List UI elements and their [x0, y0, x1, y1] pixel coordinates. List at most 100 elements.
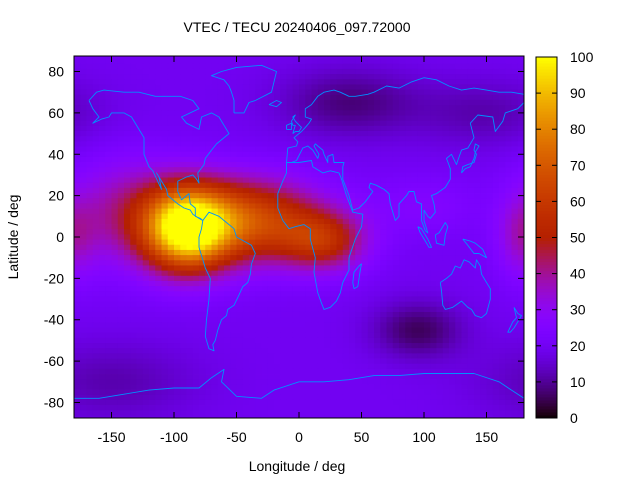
heatmap-cell: [224, 358, 231, 365]
heatmap-cell: [342, 89, 350, 96]
heatmap-cell: [249, 74, 256, 80]
heatmap-cell: [317, 343, 325, 349]
heatmap-cell: [517, 187, 525, 194]
heatmap-cell: [142, 130, 150, 137]
heatmap-cell: [374, 358, 381, 365]
heatmap-cell: [261, 368, 269, 375]
heatmap-cell: [324, 275, 331, 282]
heatmap-cell: [92, 374, 100, 380]
heatmap-cell: [136, 229, 144, 235]
heatmap-cell: [217, 172, 225, 178]
heatmap-cell: [305, 306, 312, 313]
heatmap-cell: [411, 89, 419, 96]
heatmap-cell: [361, 162, 369, 168]
heatmap-cell: [230, 208, 237, 215]
heatmap-cell: [211, 291, 219, 297]
heatmap-cell: [292, 182, 300, 189]
heatmap-cell: [192, 358, 200, 365]
heatmap-cell: [92, 120, 100, 127]
heatmap-cell: [105, 177, 112, 184]
heatmap-cell: [411, 141, 419, 147]
heatmap-cell: [342, 270, 350, 277]
heatmap-cell: [74, 348, 81, 354]
heatmap-cell: [492, 343, 500, 349]
heatmap-cell: [155, 275, 162, 282]
heatmap-cell: [217, 167, 225, 173]
heatmap-cell: [355, 208, 362, 215]
heatmap-cell: [442, 239, 450, 246]
heatmap-cell: [486, 208, 494, 215]
heatmap-cell: [424, 374, 431, 380]
heatmap-cell: [499, 348, 506, 354]
heatmap-cell: [192, 56, 200, 59]
heatmap-cell: [324, 151, 331, 158]
heatmap-cell: [399, 156, 406, 163]
heatmap-cell: [224, 332, 231, 339]
heatmap-cell: [336, 198, 344, 204]
heatmap-cell: [92, 363, 100, 370]
heatmap-cell: [480, 198, 487, 204]
heatmap-cell: [261, 265, 269, 272]
heatmap-cell: [286, 244, 294, 251]
heatmap-cell: [511, 58, 519, 65]
heatmap-cell: [267, 296, 275, 303]
heatmap-cell: [242, 177, 250, 184]
heatmap-cell: [430, 234, 437, 240]
heatmap-cell: [467, 280, 475, 287]
heatmap-cell: [399, 125, 406, 132]
heatmap-cell: [299, 56, 306, 59]
heatmap-cell: [105, 172, 112, 178]
heatmap-cell: [317, 146, 325, 153]
heatmap-cell: [355, 68, 362, 75]
heatmap-cell: [261, 151, 269, 158]
heatmap-cell: [249, 68, 256, 75]
heatmap-cell: [449, 229, 456, 235]
heatmap-cell: [180, 275, 187, 282]
heatmap-cell: [92, 218, 100, 225]
heatmap-cell: [205, 286, 212, 292]
heatmap-cell: [461, 270, 469, 277]
heatmap-cell: [130, 332, 137, 339]
heatmap-cell: [211, 368, 219, 375]
heatmap-cell: [211, 63, 219, 70]
heatmap-cell: [505, 177, 512, 184]
heatmap-cell: [455, 229, 462, 235]
heatmap-cell: [205, 368, 212, 375]
heatmap-cell: [355, 115, 362, 122]
heatmap-cell: [267, 99, 275, 106]
heatmap-cell: [455, 218, 462, 225]
heatmap-cell: [236, 405, 244, 411]
heatmap-cell: [349, 286, 356, 292]
heatmap-cell: [511, 286, 519, 292]
heatmap-cell: [330, 265, 337, 272]
heatmap-cell: [467, 203, 475, 209]
heatmap-cell: [411, 130, 419, 137]
heatmap-cell: [192, 115, 200, 122]
heatmap-cell: [330, 343, 337, 349]
heatmap-cell: [361, 146, 369, 153]
heatmap-cell: [430, 311, 437, 318]
heatmap-cell: [355, 56, 362, 59]
heatmap-cell: [105, 156, 112, 163]
heatmap-cell: [224, 136, 231, 142]
heatmap-cell: [305, 234, 312, 240]
heatmap-cell: [117, 239, 125, 246]
heatmap-cell: [255, 399, 262, 406]
heatmap-cell: [474, 151, 481, 158]
heatmap-cell: [217, 89, 225, 96]
heatmap-cell: [355, 89, 362, 96]
heatmap-cell: [374, 348, 381, 354]
heatmap-cell: [111, 368, 119, 375]
heatmap-cell: [74, 58, 81, 65]
heatmap-cell: [405, 130, 412, 137]
heatmap-cell: [424, 379, 431, 385]
heatmap-cell: [424, 213, 431, 220]
heatmap-cell: [455, 239, 462, 246]
heatmap-cell: [517, 156, 525, 163]
heatmap-cell: [124, 343, 131, 349]
heatmap-cell: [330, 353, 337, 359]
heatmap-cell: [386, 79, 394, 85]
heatmap-cell: [99, 229, 106, 235]
heatmap-cell: [486, 348, 494, 354]
heatmap-cell: [192, 244, 200, 251]
